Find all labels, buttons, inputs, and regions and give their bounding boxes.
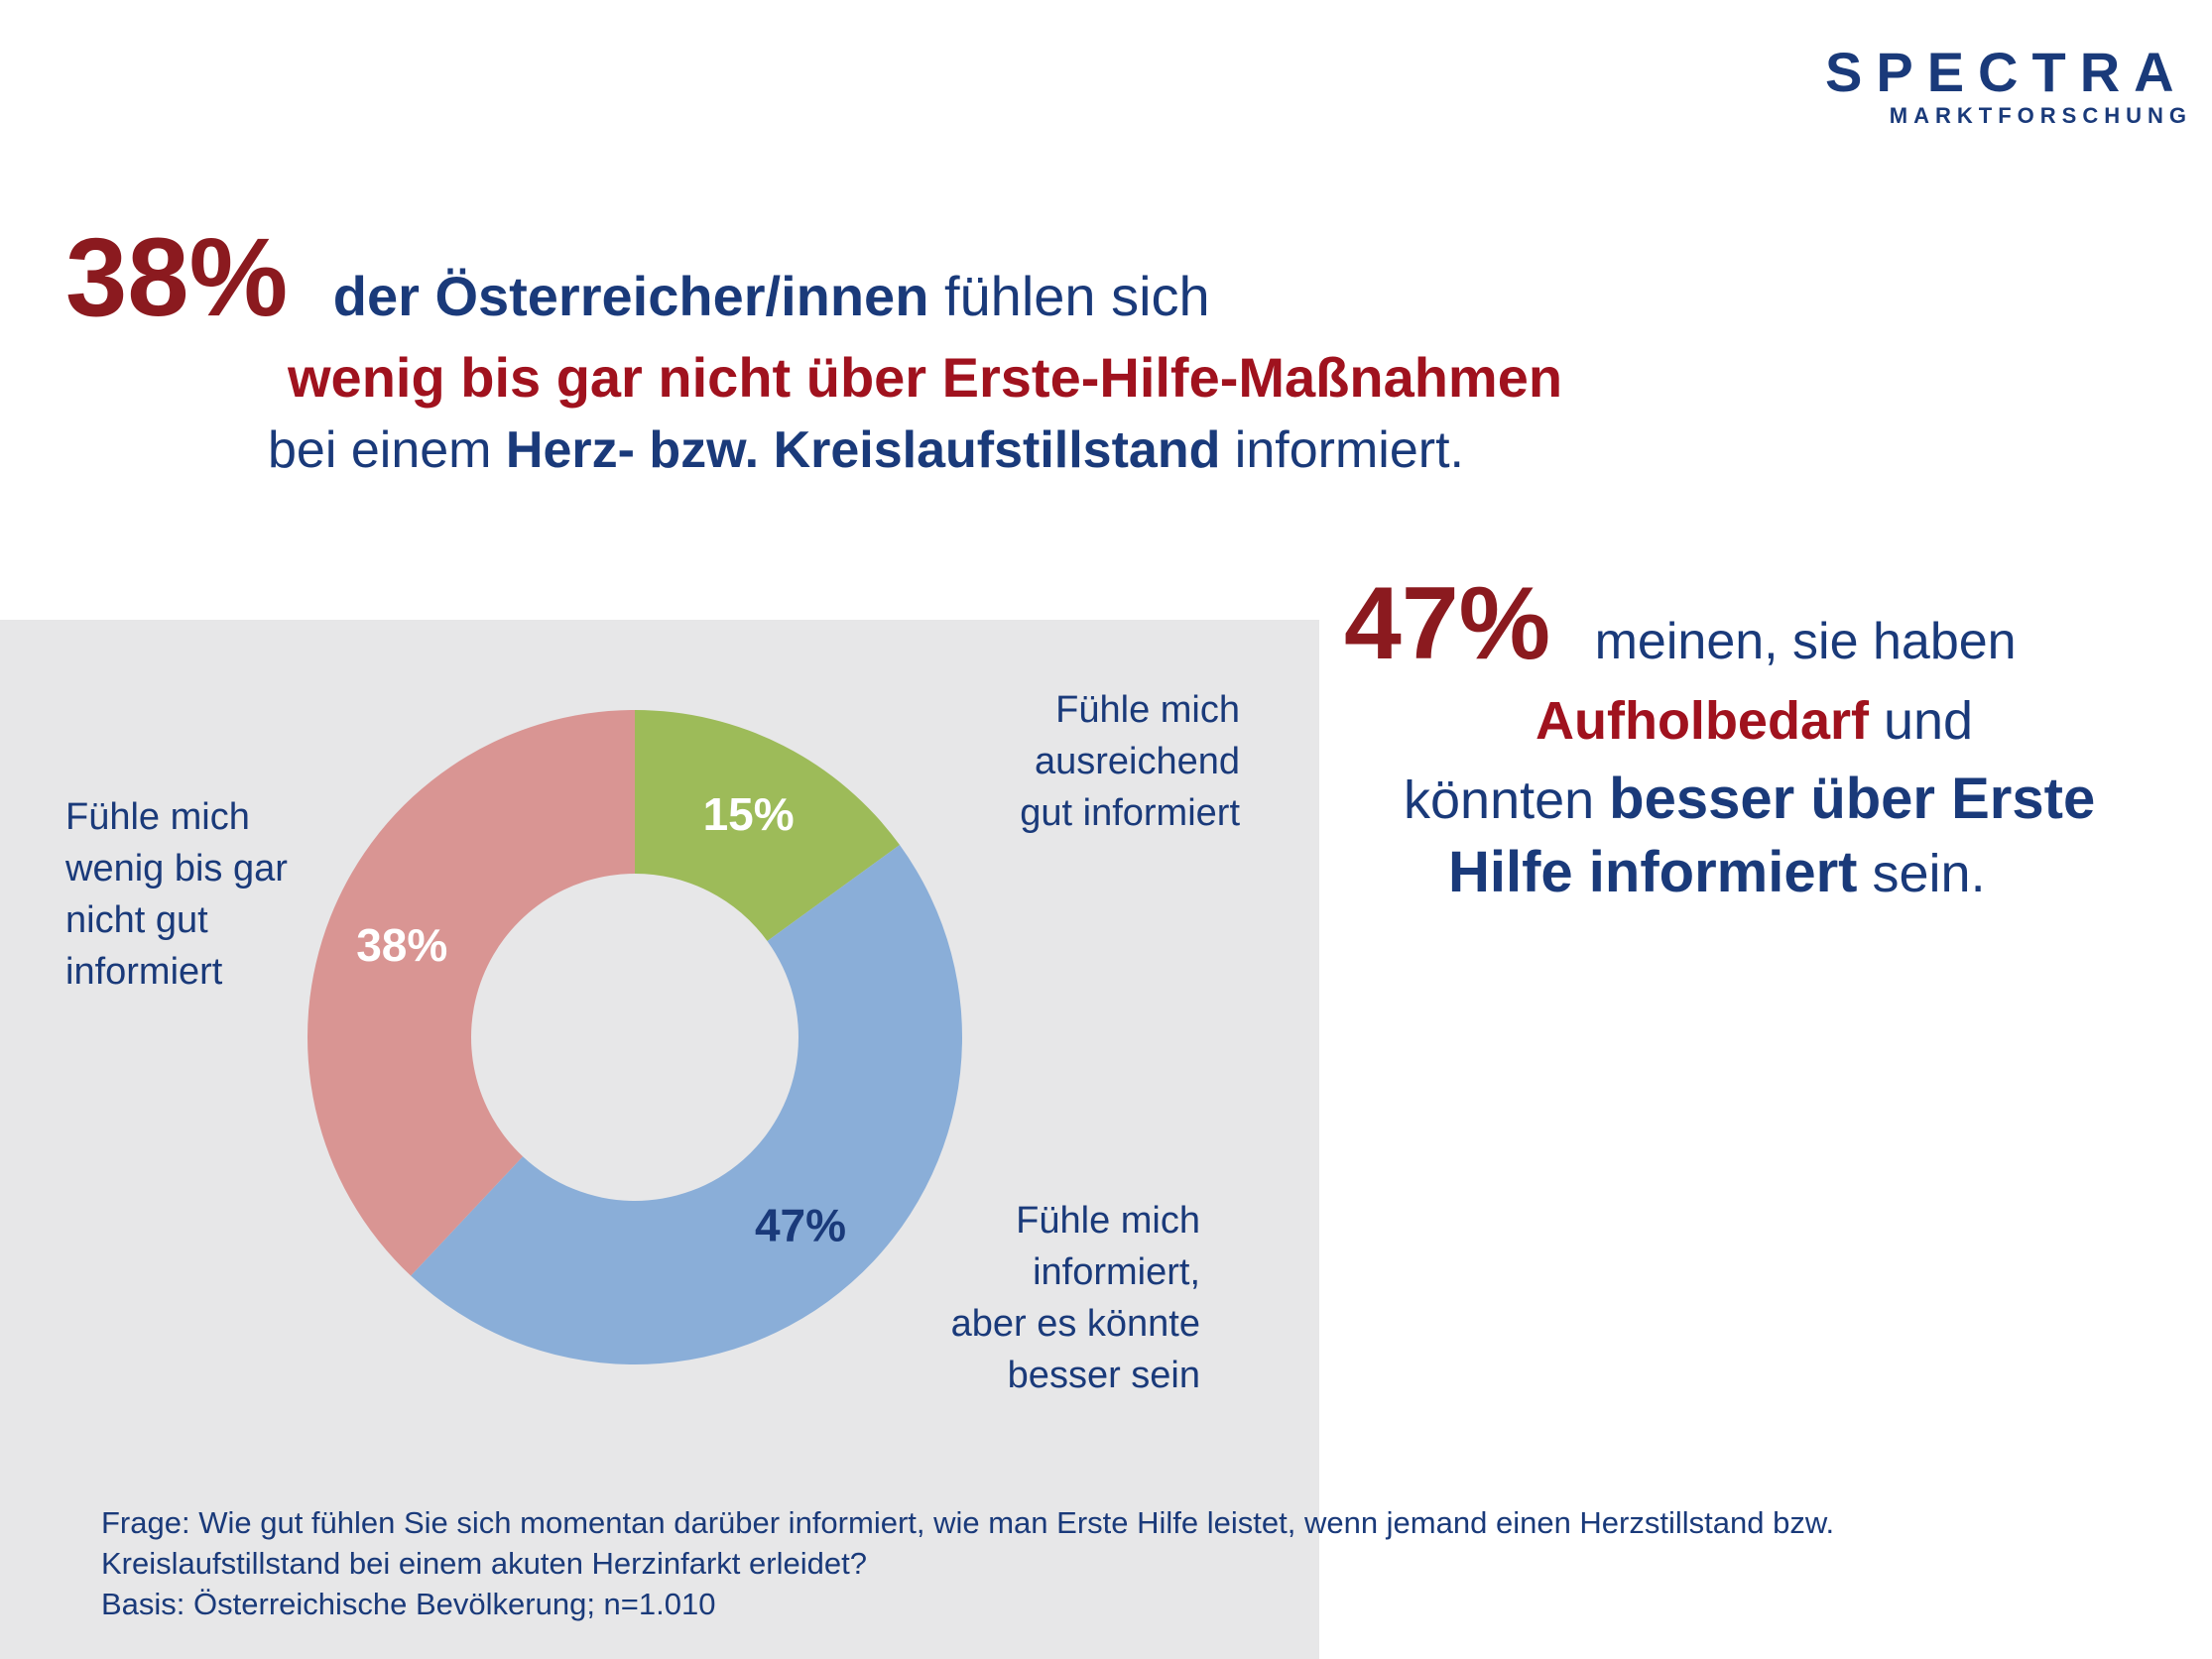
label-line: Fühle mich [65, 796, 250, 838]
label-line: Fühle mich [1016, 1200, 1200, 1242]
legend-label-could-be-better: Fühle mich informiert, aber es könnte be… [893, 1195, 1200, 1401]
side-line-1-text: meinen, sie haben [1594, 613, 2017, 670]
slice-well-informed [635, 710, 900, 942]
legend-label-not-informed: Fühle mich wenig bis gar nicht gut infor… [65, 791, 288, 998]
label-line: Fühle mich [1055, 689, 1240, 731]
label-line: informiert [65, 951, 223, 993]
footnote-question-cont: Kreislaufstillstand bei einem akuten Her… [101, 1546, 867, 1581]
footnote: Frage: Wie gut fühlen Sie sich momentan … [101, 1502, 1834, 1624]
label-line: nicht gut [65, 899, 208, 941]
label-line: aber es könnte [950, 1303, 1200, 1345]
headline-emphasis: wenig bis gar nicht über Erste-Hilfe-Maß… [288, 346, 1563, 409]
headline-subject: der Österreicher/innen [332, 265, 929, 327]
side-percentage: 47% [1344, 566, 1551, 681]
headline-topic: Herz- bzw. Kreislaufstillstand [505, 421, 1221, 479]
slice-could-be-better [411, 845, 962, 1364]
side-line-2: Aufholbedarf und [1536, 690, 1973, 752]
label-line: informiert, [1033, 1251, 1200, 1293]
side-emphasis: Aufholbedarf [1536, 691, 1869, 751]
headline-line-1-rest: fühlen sich [928, 265, 1210, 327]
footnote-question: Frage: Wie gut fühlen Sie sich momentan … [101, 1505, 1835, 1540]
side-line-3: könnten besser über Erste [1404, 766, 2095, 832]
spectra-logo: SPECTRA MARKTFORSCHUNG [1815, 40, 2192, 139]
side-line-3-start: könnten [1404, 770, 1610, 830]
headline-line-2: wenig bis gar nicht über Erste-Hilfe-Maß… [288, 345, 1562, 410]
slice-value-label: 47% [755, 1199, 846, 1250]
headline-line-3: bei einem Herz- bzw. Kreislaufstillstand… [268, 420, 1464, 480]
side-line-4: Hilfe informiert sein. [1448, 839, 1986, 905]
logo-wordmark: SPECTRA [1825, 41, 2188, 103]
donut-chart: 15% 47% 38% [307, 710, 962, 1364]
headline-line-1: 38% der Österreicher/innen fühlen sich [65, 213, 1210, 341]
label-line: gut informiert [1020, 792, 1240, 834]
side-line-4-bold: Hilfe informiert [1448, 840, 1858, 904]
label-line: besser sein [1007, 1355, 1200, 1396]
headline-percentage: 38% [65, 215, 289, 339]
logo-subtitle: MARKTFORSCHUNG [1889, 103, 2192, 128]
side-line-1: 47% meinen, sie haben [1344, 565, 2017, 683]
slice-value-label: 15% [703, 788, 795, 840]
legend-label-well-informed: Fühle mich ausreichend gut informiert [977, 684, 1240, 839]
slice-not-informed [307, 710, 635, 1276]
side-line-3-bold: besser über Erste [1609, 767, 2096, 831]
side-line-4-rest: sein. [1857, 844, 1986, 903]
footnote-basis: Basis: Österreichische Bevölkerung; n=1.… [101, 1587, 716, 1621]
headline-line-3-end: informiert. [1220, 421, 1464, 479]
label-line: ausreichend [1034, 741, 1240, 782]
headline-line-3-start: bei einem [268, 421, 506, 479]
side-line-2-rest: und [1868, 691, 1974, 751]
slice-value-label: 38% [356, 919, 447, 971]
label-line: wenig bis gar [65, 848, 288, 889]
